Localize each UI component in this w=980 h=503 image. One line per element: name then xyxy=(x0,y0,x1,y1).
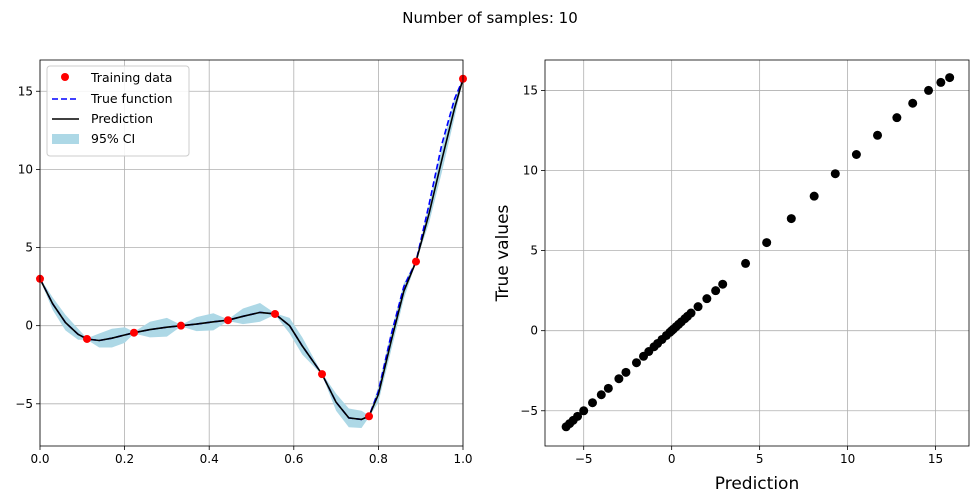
axes-frame xyxy=(39,59,464,447)
right-plot: −5 0 5 10 15 −5 0 5 10 15 Prediction True values xyxy=(493,59,970,494)
scatter-point xyxy=(936,77,946,87)
scatter-point xyxy=(603,383,613,393)
training-data-point xyxy=(318,370,327,379)
y-axis-label: True values xyxy=(493,204,513,302)
legend-label: True function xyxy=(90,91,173,106)
scatter-point xyxy=(702,294,712,304)
scatter-point xyxy=(718,279,728,289)
scatter-point xyxy=(686,308,696,318)
scatter-point xyxy=(830,169,840,179)
y-tick-label: 0 xyxy=(25,319,33,333)
legend-label: 95% CI xyxy=(91,131,135,146)
legend: Training data True function Prediction 95% … xyxy=(46,65,190,157)
scatter-point xyxy=(873,130,883,140)
y-tick-label: −5 xyxy=(520,404,538,418)
training-data-point xyxy=(176,321,185,330)
legend-marker-training xyxy=(61,73,69,81)
x-axis-label: Prediction xyxy=(715,474,799,494)
prediction-line xyxy=(40,78,463,421)
x-tick-label: −5 xyxy=(575,452,593,466)
scatter-point xyxy=(596,390,606,400)
x-tick-label: 0.6 xyxy=(284,452,303,466)
scatter-point xyxy=(614,374,624,384)
training-data-point xyxy=(129,328,138,337)
scatter-point xyxy=(786,214,796,224)
scatter-point xyxy=(945,73,955,83)
training-data-point xyxy=(82,334,91,343)
scatter-point xyxy=(908,98,918,108)
x-tick-label: 0.8 xyxy=(369,452,388,466)
x-tick-label: 15 xyxy=(928,452,943,466)
scatter-point xyxy=(892,113,902,123)
scatter-point xyxy=(621,367,631,377)
training-data-point xyxy=(223,316,232,325)
scatter-point xyxy=(579,406,589,416)
scatter-point xyxy=(693,302,703,312)
x-tick-label: 0 xyxy=(668,452,676,466)
scatter-point xyxy=(711,286,721,296)
scatter-point xyxy=(631,358,641,368)
x-tick-label: 5 xyxy=(756,452,764,466)
y-tick-label: 10 xyxy=(18,162,33,176)
y-tick-label: 10 xyxy=(523,164,538,178)
scatter-point xyxy=(573,411,583,421)
scatter-point xyxy=(924,85,934,95)
scatter-point xyxy=(851,149,861,159)
scatter-point xyxy=(762,238,772,248)
scatter-point xyxy=(741,258,751,268)
y-tick-label: 5 xyxy=(25,241,33,255)
legend-marker-ci xyxy=(52,134,79,144)
legend-label: Prediction xyxy=(91,111,153,126)
scatter-point xyxy=(588,398,598,408)
x-tick-label: 0.4 xyxy=(200,452,219,466)
legend-label: Training data xyxy=(90,70,172,85)
training-data-point xyxy=(365,412,374,421)
axes-frame xyxy=(544,59,970,447)
figure-suptitle: Number of samples: 10 xyxy=(402,9,578,27)
y-tick-label: 5 xyxy=(530,244,538,258)
y-tick-label: 15 xyxy=(523,83,538,97)
scatter-point xyxy=(809,191,819,201)
x-tick-label: 0.0 xyxy=(30,452,49,466)
left-plot-area xyxy=(40,78,463,428)
legend-box xyxy=(46,65,190,157)
y-tick-label: 0 xyxy=(530,324,538,338)
training-data-point xyxy=(412,257,421,266)
x-tick-label: 0.2 xyxy=(115,452,134,466)
x-tick-label: 1.0 xyxy=(453,452,472,466)
y-tick-label: 15 xyxy=(18,84,33,98)
training-data-point xyxy=(271,309,280,318)
x-tick-label: 10 xyxy=(840,452,855,466)
y-tick-label: −5 xyxy=(15,397,33,411)
